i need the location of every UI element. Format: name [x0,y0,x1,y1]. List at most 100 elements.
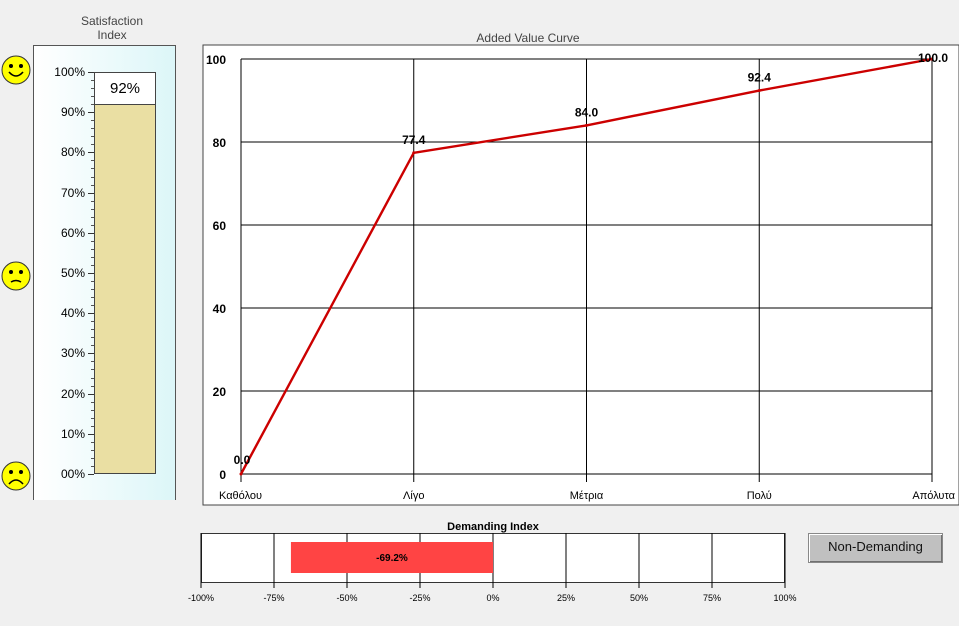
demanding-tick-label: -100% [188,593,214,603]
satisfaction-tick-label: 20% [60,386,85,401]
curve-x-tick-label: Πολύ [747,490,772,502]
happy-face-icon [1,55,31,85]
satisfaction-minor-tick [91,377,94,379]
satisfaction-tick [88,72,94,73]
demanding-bar-label: -69.2% [376,553,408,564]
curve-y-tick-label: 80 [213,136,227,150]
curve-y-tick-label: 20 [213,385,227,399]
satisfaction-minor-tick [91,168,94,170]
satisfaction-minor-tick [91,224,94,226]
satisfaction-tick [88,232,94,234]
satisfaction-tick [88,192,94,194]
satisfaction-minor-tick [91,457,94,459]
satisfaction-minor-tick [91,96,94,98]
curve-data-label: 0.0 [234,453,251,467]
satisfaction-minor-tick [91,88,94,90]
satisfaction-minor-tick [91,281,94,283]
curve-point [585,123,588,127]
demanding-tick-label: -50% [336,593,357,603]
satisfaction-tick [88,474,94,475]
satisfaction-minor-tick [91,345,94,347]
curve-plot-frame [202,44,959,506]
satisfaction-tick-label: 30% [60,346,85,361]
satisfaction-tick-label: 100% [54,65,85,79]
satisfaction-minor-tick [91,136,94,138]
satisfaction-tick-label: 40% [60,306,85,321]
satisfaction-title: Satisfaction Index [62,14,162,42]
satisfaction-title-line2: Index [97,28,127,42]
curve-x-tick-label: Καθόλου [219,490,262,502]
satisfaction-minor-tick [91,128,94,130]
curve-data-label: 92.4 [748,71,772,85]
satisfaction-minor-tick [91,264,94,266]
satisfaction-minor-tick [91,240,94,242]
demanding-tick-label: 100% [773,593,796,603]
satisfaction-tick [88,112,94,114]
satisfaction-value: 92% [109,80,141,98]
sad-face-icon [1,461,31,491]
curve-point [757,89,761,93]
satisfaction-tick-label: 60% [60,225,85,240]
satisfaction-minor-tick [91,401,94,403]
satisfaction-minor-tick [91,305,94,307]
satisfaction-tick-label: 80% [60,145,85,160]
satisfaction-minor-tick [91,449,94,451]
satisfaction-minor-tick [91,120,94,122]
satisfaction-tick-label: 10% [60,426,85,441]
curve-chart-title: Added Value Curve [476,31,580,45]
satisfaction-tick-label: 70% [60,185,85,200]
satisfaction-minor-tick [91,369,94,371]
satisfaction-minor-tick [91,289,94,291]
satisfaction-minor-tick [91,425,94,427]
satisfaction-tick-label: 50% [60,266,85,280]
curve-y-tick-label: 0 [219,468,226,482]
demanding-tick-label: 75% [703,593,721,603]
satisfaction-minor-tick [91,104,94,106]
satisfaction-minor-tick [91,256,94,258]
curve-x-tick-label: Μέτρια [570,490,604,502]
satisfaction-minor-tick [91,321,94,323]
satisfaction-title-line1: Satisfaction [80,14,144,28]
demanding-tick-label: -75% [263,593,284,603]
satisfaction-minor-tick [91,248,94,250]
satisfaction-tick [88,353,94,355]
satisfaction-tick [88,313,94,315]
demanding-tick-label: 25% [557,593,575,603]
demanding-tick-label: 0% [486,593,499,603]
satisfaction-minor-tick [91,385,94,387]
satisfaction-minor-tick [91,409,94,411]
curve-y-tick-label: 40 [213,302,227,316]
satisfaction-tick [88,433,94,435]
demanding-bar [290,542,493,573]
curve-x-tick-label: Απόλυτα [912,490,955,502]
satisfaction-bar-fill [94,104,156,474]
demanding-tick-label: 50% [630,593,648,603]
non-demanding-button[interactable]: Non-Demanding [808,533,943,563]
satisfaction-tick [88,273,94,274]
neutral-face-icon [1,261,31,291]
curve-point [412,151,416,155]
demanding-index-title: Demanding Index [447,521,539,533]
satisfaction-minor-tick [91,208,94,210]
satisfaction-minor-tick [91,417,94,419]
satisfaction-minor-tick [91,144,94,146]
satisfaction-minor-tick [91,184,94,186]
demanding-tick-label: -25% [409,593,430,603]
satisfaction-minor-tick [91,441,94,443]
satisfaction-minor-tick [91,361,94,363]
satisfaction-minor-tick [91,200,94,202]
added-value-curve-chart: 100 80 60 40 20 0 Καθόλου Λίγο Μέτρια Πολύ Απόλυτα… [202,44,959,506]
curve-data-label: 84.0 [575,105,599,119]
satisfaction-tick-label: 90% [60,105,85,120]
satisfaction-minor-tick [91,160,94,162]
curve-data-label: 77.4 [402,133,426,147]
satisfaction-minor-tick [91,329,94,331]
satisfaction-tick [88,152,94,154]
satisfaction-minor-tick [91,337,94,339]
curve-y-tick-label: 60 [213,219,227,233]
curve-y-tick-label: 100 [206,53,226,67]
satisfaction-minor-tick [91,297,94,299]
satisfaction-minor-tick [91,176,94,178]
satisfaction-tick [88,393,94,395]
